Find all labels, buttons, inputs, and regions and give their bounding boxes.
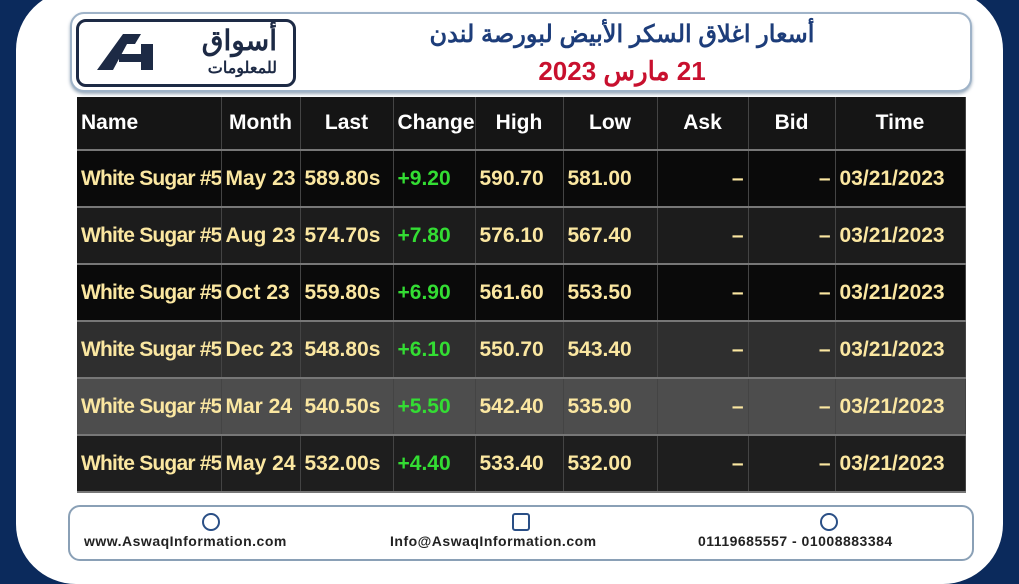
cell: White Sugar #5	[77, 435, 222, 493]
title: أسعار اغلاق السكر الأبيض لبورصة لندن	[429, 21, 815, 48]
cell: 567.40	[563, 207, 658, 265]
email-icon	[512, 513, 530, 531]
cell: Oct 23	[221, 264, 301, 322]
table-body: White Sugar #5 May 23 589.80s +9.20 590.70 58…	[77, 150, 966, 493]
cell: –	[657, 378, 749, 436]
cell: 589.80s	[300, 150, 394, 208]
cell: –	[657, 321, 749, 379]
header: أسواق للمعلومات أسعار اغلاق السكر الأبيض…	[70, 12, 972, 92]
phone: 01119685557 - 01008883384	[698, 533, 893, 549]
cell: 590.70	[475, 150, 564, 208]
column-header: Last	[300, 97, 394, 151]
logo-main: أسواق	[201, 25, 277, 56]
cell: 553.50	[563, 264, 658, 322]
cell: 03/21/2023	[835, 321, 966, 379]
cell: Dec 23	[221, 321, 301, 379]
logo-sub: للمعلومات	[207, 60, 277, 77]
cell: –	[748, 264, 836, 322]
email: Info@AswaqInformation.com	[390, 533, 597, 549]
cell: 559.80s	[300, 264, 394, 322]
table-row: White Sugar #5 Dec 23 548.80s +6.10 550.70 54…	[77, 321, 966, 379]
table-row: White Sugar #5 Mar 24 540.50s +5.50 542.40 53…	[77, 378, 966, 436]
cell: 561.60	[475, 264, 564, 322]
cell: 532.00s	[300, 435, 394, 493]
cell: +9.20	[393, 150, 476, 208]
column-header: Time	[835, 97, 966, 151]
cell: –	[657, 207, 749, 265]
column-header: Name	[77, 97, 222, 151]
cell: –	[748, 378, 836, 436]
cell: 540.50s	[300, 378, 394, 436]
column-header: Low	[563, 97, 658, 151]
cell: White Sugar #5	[77, 378, 222, 436]
date: 21 مارس 2023	[538, 56, 706, 86]
cell: –	[748, 435, 836, 493]
cell: 542.40	[475, 378, 564, 436]
column-header: Month	[221, 97, 301, 151]
table-row: White Sugar #5 May 23 589.80s +9.20 590.70 58…	[77, 150, 966, 208]
cell: May 23	[221, 150, 301, 208]
cell: –	[657, 264, 749, 322]
cell: 03/21/2023	[835, 435, 966, 493]
cell: 548.80s	[300, 321, 394, 379]
cell: 574.70s	[300, 207, 394, 265]
cell: +5.50	[393, 378, 476, 436]
cell: +7.80	[393, 207, 476, 265]
cell: Aug 23	[221, 207, 301, 265]
cell: White Sugar #5	[77, 321, 222, 379]
logo-icon	[97, 34, 153, 70]
table-row: White Sugar #5 May 24 532.00s +4.40 533.40 53…	[77, 435, 966, 493]
cell: –	[657, 150, 749, 208]
cell: 550.70	[475, 321, 564, 379]
cell: –	[748, 207, 836, 265]
table-row: White Sugar #5 Oct 23 559.80s +6.90 561.60 55…	[77, 264, 966, 322]
footer: www.AswaqInformation.com Info@AswaqInfor…	[68, 505, 974, 561]
cell: 576.10	[475, 207, 564, 265]
cell: 03/21/2023	[835, 378, 966, 436]
cell: 535.90	[563, 378, 658, 436]
cell: Mar 24	[221, 378, 301, 436]
cell: 03/21/2023	[835, 264, 966, 322]
cell: 03/21/2023	[835, 150, 966, 208]
cell: –	[657, 435, 749, 493]
cell: 581.00	[563, 150, 658, 208]
cell: +6.90	[393, 264, 476, 322]
cell: –	[748, 321, 836, 379]
web-icon	[202, 513, 220, 531]
cell: 532.00	[563, 435, 658, 493]
logo: أسواق للمعلومات	[76, 19, 296, 87]
cell: +4.40	[393, 435, 476, 493]
table-row: White Sugar #5 Aug 23 574.70s +7.80 576.10 56…	[77, 207, 966, 265]
cell: White Sugar #5	[77, 264, 222, 322]
cell: +6.10	[393, 321, 476, 379]
column-header: Change	[393, 97, 476, 151]
column-header: Ask	[657, 97, 749, 151]
cell: May 24	[221, 435, 301, 493]
cell: White Sugar #5	[77, 207, 222, 265]
cell: 533.40	[475, 435, 564, 493]
cell: –	[748, 150, 836, 208]
column-header: Bid	[748, 97, 836, 151]
website: www.AswaqInformation.com	[84, 533, 287, 549]
cell: 03/21/2023	[835, 207, 966, 265]
phone-icon	[820, 513, 838, 531]
header-row: Name Month Last Change High Low Ask Bid Time	[77, 97, 966, 151]
price-table: Name Month Last Change High Low Ask Bid Time Whi…	[77, 97, 966, 493]
column-header: High	[475, 97, 564, 151]
cell: White Sugar #5	[77, 150, 222, 208]
cell: 543.40	[563, 321, 658, 379]
